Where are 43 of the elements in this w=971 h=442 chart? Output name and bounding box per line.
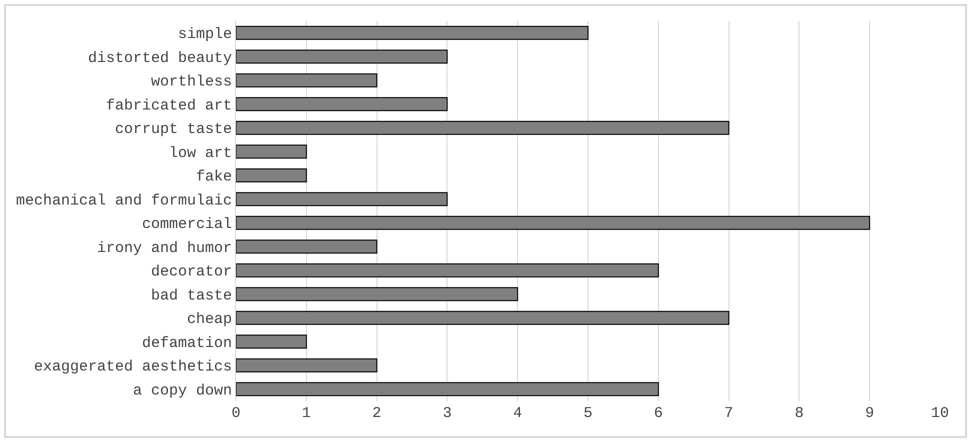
bar xyxy=(236,120,730,135)
y-tick-label: bad taste xyxy=(150,287,232,304)
x-tick-label: 6 xyxy=(654,405,663,422)
bar xyxy=(236,168,307,182)
y-tick-label: distorted beauty xyxy=(88,50,232,67)
y-tick-label: simple xyxy=(178,26,232,44)
bar xyxy=(236,310,730,325)
bar xyxy=(236,50,448,64)
x-tick-label: 0 xyxy=(231,405,241,422)
bar xyxy=(236,73,378,88)
y-tick-label: corrupt taste xyxy=(114,121,232,138)
y-tick-label: mechanical and formulaic xyxy=(16,192,232,210)
y-tick-label: decorator xyxy=(150,264,232,281)
y-tick-label: irony and humor xyxy=(96,240,232,257)
x-tick-label: 9 xyxy=(865,405,874,422)
bar xyxy=(236,192,448,206)
bar xyxy=(236,26,588,40)
y-tick-label: fabricated art xyxy=(106,97,232,114)
bar xyxy=(236,144,307,159)
x-tick-label: 7 xyxy=(724,405,734,422)
y-tick-label: defamation xyxy=(142,334,232,352)
bar xyxy=(236,240,378,254)
y-tick-label: low art xyxy=(168,144,232,162)
x-tick-label: 10 xyxy=(930,405,950,422)
bar xyxy=(236,382,659,396)
x-tick-label: 3 xyxy=(442,405,452,422)
x-tick-label: 8 xyxy=(794,405,804,422)
bar xyxy=(236,216,870,230)
x-tick-label: 4 xyxy=(513,405,522,422)
y-tick-label: commercial xyxy=(142,216,232,234)
y-tick-label: fake xyxy=(196,168,232,186)
bar xyxy=(236,358,378,372)
bar xyxy=(236,97,448,112)
bar xyxy=(236,263,659,278)
x-tick-label: 5 xyxy=(583,405,593,422)
bar xyxy=(236,287,518,302)
x-tick-label: 2 xyxy=(372,405,382,422)
y-tick-label: cheap xyxy=(186,311,232,328)
y-tick-label: exaggerated aesthetics xyxy=(34,358,232,376)
y-tick-label: worthless xyxy=(150,74,232,91)
x-tick-label: 1 xyxy=(302,405,311,422)
bar xyxy=(236,334,307,349)
y-tick-label: a copy down xyxy=(132,382,232,400)
